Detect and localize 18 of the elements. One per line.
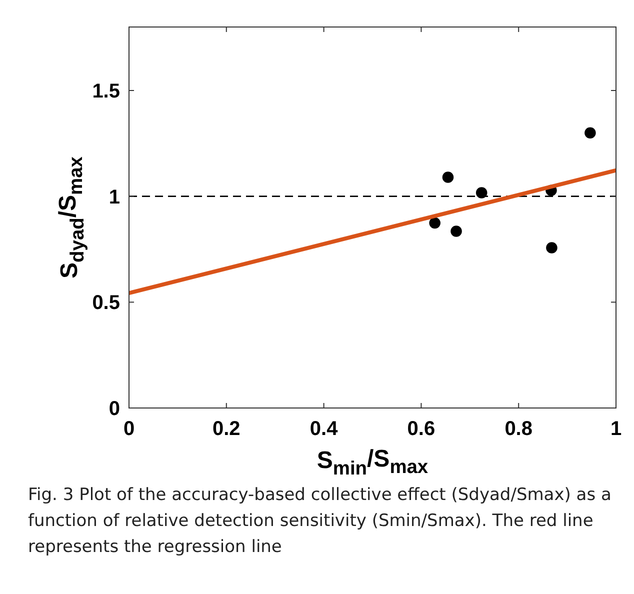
x-axis-title: S$_{min}$/S$_{max}$ — [316, 445, 428, 480]
caption: Fig. 3 Plot of the accuracy-based collective effect (Sdyad/Smax) as a function of relative detection sensitivity (Smin/Smax). The red line represents the regression line — [28, 484, 612, 559]
x-tick-label: 0.8 — [504, 418, 533, 440]
x-tick-label: 1 — [610, 418, 622, 440]
point — [442, 172, 454, 183]
x-tick-label: 0 — [123, 418, 135, 440]
y-tick-label: 1.5 — [92, 80, 120, 102]
y-tick-label: 1 — [108, 186, 120, 208]
point — [546, 242, 558, 254]
x-tick-label: 0.2 — [212, 418, 240, 440]
x-tick-label: 0.4 — [310, 418, 339, 440]
y-tick-label: 0.5 — [92, 292, 120, 314]
point — [584, 127, 596, 138]
point — [450, 226, 462, 237]
point — [476, 187, 488, 198]
y-tick-label: 0 — [108, 398, 120, 420]
point — [429, 217, 440, 229]
x-tick-label: 0.6 — [407, 418, 436, 440]
